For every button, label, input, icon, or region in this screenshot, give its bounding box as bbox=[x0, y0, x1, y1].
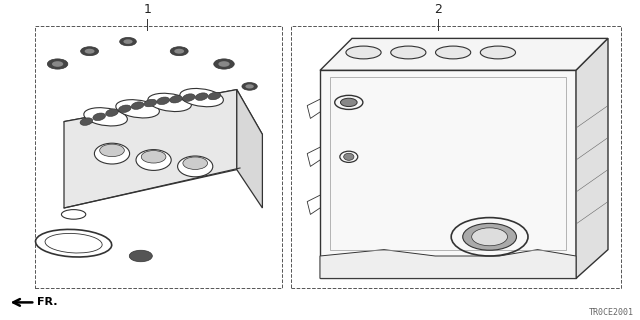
Circle shape bbox=[81, 47, 99, 56]
Polygon shape bbox=[320, 250, 576, 278]
Circle shape bbox=[174, 49, 184, 54]
Text: FR.: FR. bbox=[37, 297, 58, 308]
Ellipse shape bbox=[93, 113, 106, 121]
Polygon shape bbox=[320, 38, 608, 70]
Ellipse shape bbox=[195, 93, 208, 100]
Ellipse shape bbox=[480, 46, 516, 59]
Ellipse shape bbox=[118, 105, 131, 113]
Circle shape bbox=[218, 61, 230, 67]
Ellipse shape bbox=[170, 95, 182, 103]
Bar bbox=[291, 26, 621, 288]
Ellipse shape bbox=[435, 46, 471, 59]
Circle shape bbox=[120, 37, 136, 46]
Circle shape bbox=[472, 228, 508, 246]
Polygon shape bbox=[64, 90, 237, 208]
Ellipse shape bbox=[157, 97, 170, 105]
Ellipse shape bbox=[344, 153, 354, 160]
Polygon shape bbox=[320, 70, 576, 278]
Polygon shape bbox=[237, 90, 262, 208]
Circle shape bbox=[245, 84, 254, 89]
Circle shape bbox=[124, 39, 132, 44]
Ellipse shape bbox=[183, 157, 207, 170]
Ellipse shape bbox=[116, 100, 159, 118]
Ellipse shape bbox=[180, 88, 223, 107]
Polygon shape bbox=[576, 38, 608, 278]
Text: 1: 1 bbox=[143, 3, 151, 16]
Circle shape bbox=[170, 47, 188, 56]
Circle shape bbox=[463, 223, 516, 250]
Ellipse shape bbox=[208, 92, 221, 100]
Circle shape bbox=[214, 59, 234, 69]
Circle shape bbox=[52, 61, 63, 67]
Ellipse shape bbox=[390, 46, 426, 59]
Ellipse shape bbox=[106, 109, 118, 116]
Ellipse shape bbox=[346, 46, 381, 59]
Ellipse shape bbox=[100, 144, 124, 156]
Ellipse shape bbox=[131, 102, 144, 109]
Ellipse shape bbox=[141, 151, 166, 163]
Ellipse shape bbox=[178, 156, 212, 177]
Circle shape bbox=[84, 49, 95, 54]
Text: 2: 2 bbox=[435, 3, 442, 16]
Circle shape bbox=[242, 83, 257, 90]
Circle shape bbox=[47, 59, 68, 69]
Ellipse shape bbox=[148, 93, 191, 112]
Ellipse shape bbox=[84, 108, 127, 126]
Ellipse shape bbox=[144, 99, 157, 107]
Ellipse shape bbox=[80, 118, 93, 125]
Circle shape bbox=[340, 98, 357, 107]
Polygon shape bbox=[64, 90, 262, 166]
Ellipse shape bbox=[182, 94, 195, 101]
Bar bbox=[35, 26, 282, 288]
Text: TR0CE2001: TR0CE2001 bbox=[589, 308, 634, 317]
Circle shape bbox=[129, 250, 152, 262]
Ellipse shape bbox=[136, 149, 172, 170]
Ellipse shape bbox=[95, 143, 129, 164]
